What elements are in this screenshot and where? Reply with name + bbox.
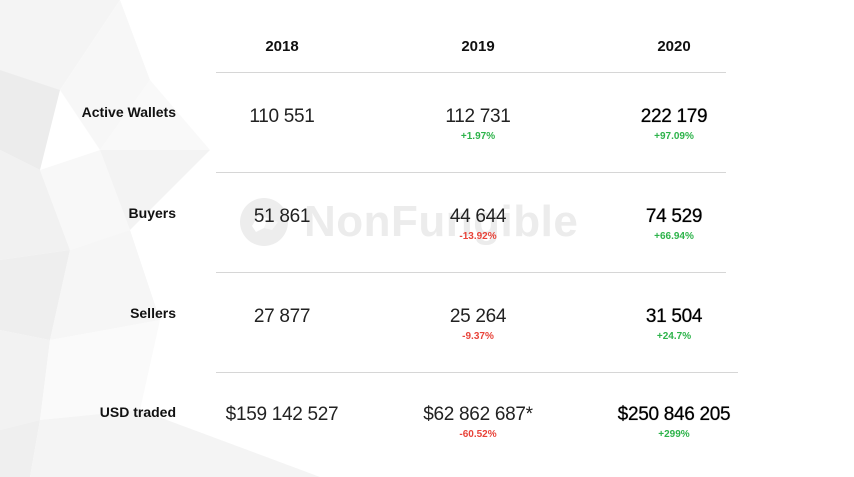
separator-header	[216, 72, 726, 73]
cell-sellers-2020: 31 504 +24.7%	[584, 306, 764, 342]
change: +97.09%	[654, 131, 694, 142]
cell-buyers-2018: 51 861	[192, 206, 372, 228]
nonfungible-watermark: NonFungible	[238, 196, 578, 248]
column-header-2019: 2019	[461, 38, 495, 55]
value: 31 504	[645, 306, 703, 327]
value: 222 179	[640, 106, 708, 127]
value: 27 877	[253, 306, 311, 327]
nonfungible-logo-icon	[240, 198, 288, 246]
cell-active-wallets-2019: 112 731 +1.97%	[388, 106, 568, 142]
change: +66.94%	[654, 231, 694, 242]
value: 74 529	[645, 206, 703, 227]
row-label-active-wallets: Active Wallets	[81, 104, 176, 120]
value: 44 644	[449, 206, 507, 227]
watermark-text: NonFungible	[304, 197, 579, 246]
row-label-sellers: Sellers	[130, 305, 176, 321]
change: +299%	[658, 429, 690, 440]
change: -9.37%	[462, 331, 494, 342]
cell-sellers-2019: 25 264 -9.37%	[388, 306, 568, 342]
cell-usd-traded-2020: $250 846 205 +299%	[584, 404, 764, 440]
cell-usd-traded-2018: $159 142 527	[192, 404, 372, 426]
value: $250 846 205	[617, 404, 731, 425]
separator-row-3	[216, 372, 738, 373]
row-label-buyers: Buyers	[128, 205, 176, 221]
row-label-usd-traded: USD traded	[99, 404, 176, 420]
separator-row-1	[216, 172, 726, 173]
value: 112 731	[445, 106, 511, 127]
change: +1.97%	[460, 131, 496, 142]
cell-active-wallets-2020: 222 179 +97.09%	[584, 106, 764, 142]
change: +24.7%	[656, 331, 692, 342]
column-header-2020: 2020	[657, 38, 691, 55]
separator-row-2	[216, 272, 726, 273]
cell-usd-traded-2019: $62 862 687* -60.52%	[388, 404, 568, 440]
value: 110 551	[249, 106, 315, 127]
cell-buyers-2019: 44 644 -13.92%	[388, 206, 568, 242]
column-header-2018: 2018	[265, 38, 299, 55]
value: $62 862 687*	[423, 404, 533, 425]
value: 51 861	[253, 206, 311, 227]
change: -13.92%	[459, 231, 497, 242]
change: -60.52%	[459, 429, 497, 440]
cell-sellers-2018: 27 877	[192, 306, 372, 328]
value: $159 142 527	[225, 404, 339, 425]
cell-active-wallets-2018: 110 551	[192, 106, 372, 128]
cell-buyers-2020: 74 529 +66.94%	[584, 206, 764, 242]
value: 25 264	[449, 306, 507, 327]
